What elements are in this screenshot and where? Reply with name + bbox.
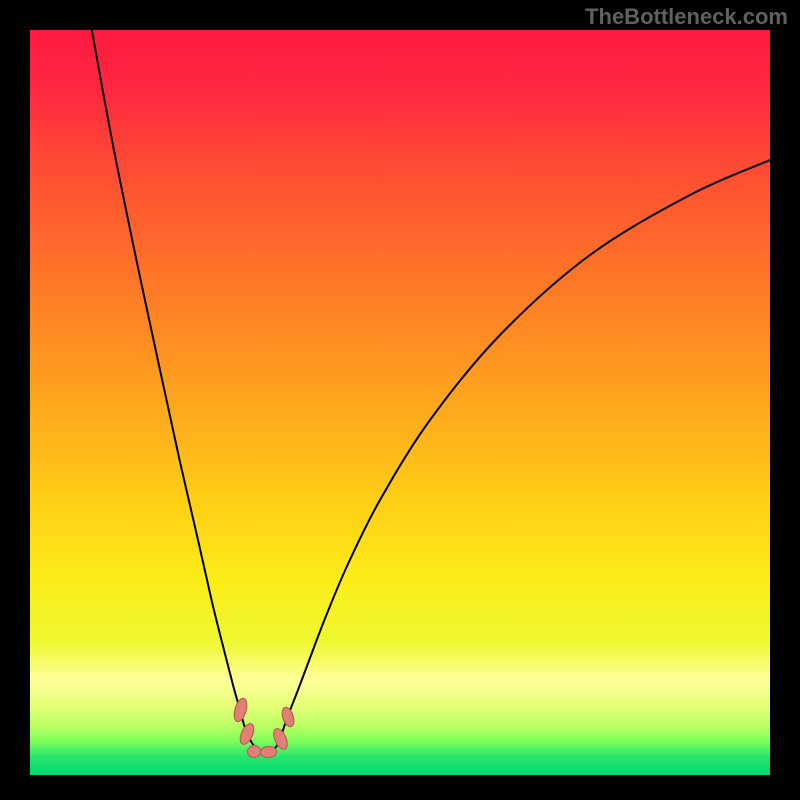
marker-blob-3 — [260, 746, 277, 758]
plot-area — [30, 30, 770, 775]
curve-right — [284, 160, 770, 727]
marker-blob-1 — [238, 722, 257, 747]
marker-blob-5 — [280, 706, 296, 728]
marker-blob-0 — [232, 697, 249, 723]
watermark-text: TheBottleneck.com — [585, 4, 788, 30]
marker-blob-2 — [248, 746, 261, 758]
curve-left — [90, 30, 244, 725]
curve-layer — [30, 30, 770, 775]
